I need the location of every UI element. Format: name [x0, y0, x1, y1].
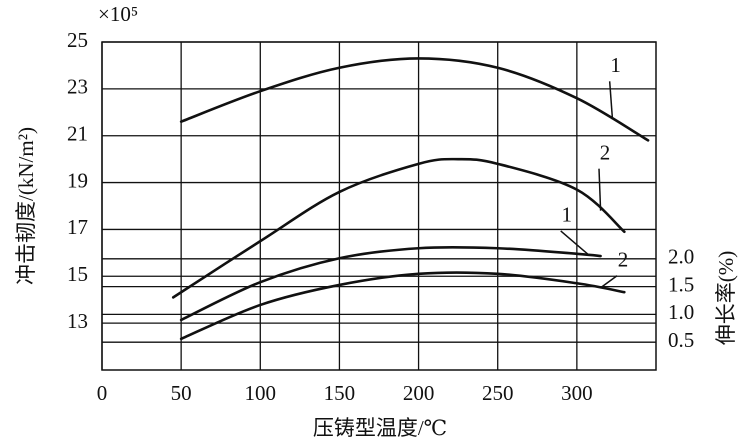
label-leader — [560, 230, 590, 256]
line-series — [179, 271, 626, 341]
x-tick-label: 200 — [403, 381, 435, 405]
line-series — [179, 57, 650, 142]
y2-tick-label: 1.5 — [668, 272, 694, 296]
x-tick-label: 150 — [324, 381, 356, 405]
series-label: 1 — [610, 53, 621, 77]
y2-tick-label: 1.0 — [668, 300, 694, 324]
label-leader — [608, 81, 614, 120]
x-tick-label: 0 — [97, 381, 108, 405]
y-tick-label: 13 — [67, 309, 88, 333]
y-tick-label: 21 — [67, 122, 88, 146]
line-series — [179, 245, 602, 322]
x-tick-label: 300 — [561, 381, 593, 405]
x-tick-label: 100 — [245, 381, 277, 405]
line-series — [171, 157, 626, 299]
y-axis-title: 冲击韧度/(kN/m²) — [14, 127, 38, 285]
plot-frame — [101, 41, 657, 371]
y-tick-label: 19 — [67, 168, 88, 192]
y2-axis-title: 伸长率(%) — [714, 251, 738, 345]
label-leader — [598, 168, 602, 211]
series-label: 2 — [618, 248, 629, 272]
y-tick-label: 23 — [67, 75, 88, 99]
series-label: 1 — [561, 203, 572, 227]
y2-tick-label: 2.0 — [668, 245, 694, 269]
x-tick-label: 250 — [482, 381, 514, 405]
x-axis-title: 压铸型温度/℃ — [313, 416, 447, 440]
series-label: 2 — [600, 140, 611, 164]
y2-tick-label: 0.5 — [668, 328, 694, 352]
y-tick-label: 15 — [67, 262, 88, 286]
y-tick-label: 17 — [67, 215, 88, 239]
label-leader — [600, 275, 618, 289]
y-tick-label: 25 — [67, 28, 88, 52]
multiplier: ×10⁵ — [98, 2, 138, 26]
x-tick-label: 50 — [171, 381, 192, 405]
